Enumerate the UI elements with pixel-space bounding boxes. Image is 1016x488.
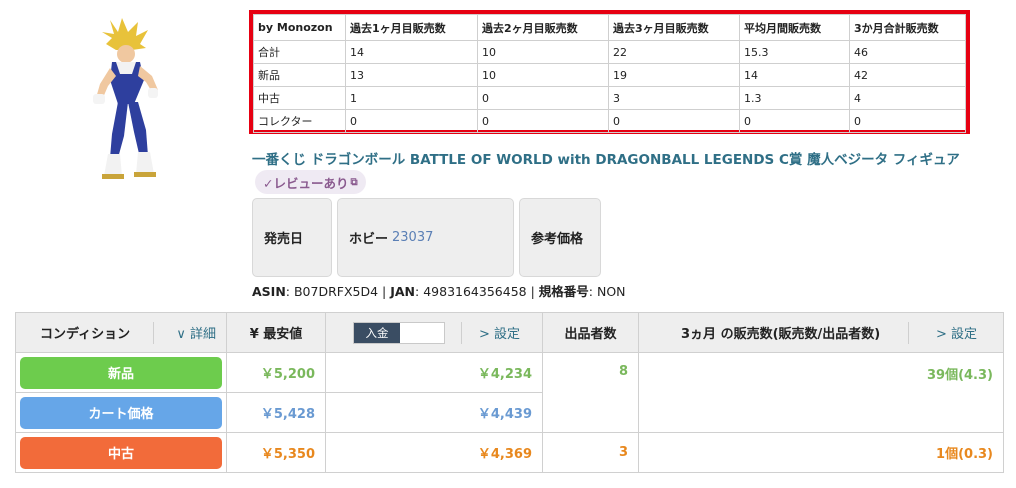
table-cell: 46 xyxy=(849,40,966,64)
table-cell: 1 xyxy=(345,86,478,110)
condition-cell: 新品 xyxy=(15,352,227,393)
table-cell: 0 xyxy=(608,109,740,133)
used-condition-button[interactable]: 中古 xyxy=(20,436,222,469)
new-deposit-price: ￥4,234 xyxy=(325,352,543,393)
model-label: 規格番号 xyxy=(538,284,589,299)
used-deposit-price: ￥4,369 xyxy=(325,432,543,473)
condition-cell: カート価格 xyxy=(15,392,227,433)
table-cell: 中古 xyxy=(253,86,346,110)
sales-3m-header: 3ヵ月 の販売数(販売数/出品者数) > 設定 xyxy=(638,312,1004,353)
table-cell: 14 xyxy=(345,40,478,64)
table-cell: 4 xyxy=(849,86,966,110)
new-sales-count: 39個(4.3) xyxy=(638,352,1004,433)
table-cell: コレクター xyxy=(253,109,346,133)
offer-row-used: 中古 ￥5,350 ￥4,369 3 1個(0.3) xyxy=(15,432,1004,473)
condition-header-label: コンディション xyxy=(40,327,131,342)
lowest-price-header: ¥ 最安値 xyxy=(226,312,326,353)
review-badge-link[interactable]: ✓レビューあり ⧉ xyxy=(255,170,366,194)
table-cell: 1.3 xyxy=(739,86,850,110)
sales-header-month1: 過去1ヶ月目販売数 xyxy=(345,14,478,41)
sales-header-total: 3か月合計販売数 xyxy=(849,14,966,41)
sellers-header: 出品者数 xyxy=(542,312,639,353)
deposit-header: 入金 > 設定 xyxy=(325,312,543,353)
offers-header-row: コンディション ∨ 詳細 ¥ 最安値 入金 > 設定 出品者数 3ヵ月 の販 xyxy=(15,312,1004,353)
new-sellers-count: 8 xyxy=(542,352,639,433)
used-sales-count: 1個(0.3) xyxy=(638,432,1004,473)
table-cell: 0 xyxy=(477,109,609,133)
table-cell: 0 xyxy=(477,86,609,110)
new-lowest-price: ￥5,200 xyxy=(226,352,326,393)
asin-value: B07DRFX5D4 xyxy=(293,284,379,299)
table-cell: 19 xyxy=(608,63,740,87)
table-cell: 0 xyxy=(739,109,850,133)
table-cell: 10 xyxy=(477,40,609,64)
used-lowest-price: ￥5,350 xyxy=(226,432,326,473)
asin-label: ASIN xyxy=(252,284,286,299)
product-image xyxy=(88,18,168,183)
review-badge-label: ✓レビューあり xyxy=(263,175,349,191)
detail-link[interactable]: ∨ 詳細 xyxy=(176,327,216,342)
sales-settings-link[interactable]: > 設定 xyxy=(935,327,977,342)
cart-lowest-price: ￥5,428 xyxy=(226,392,326,433)
sales-row-collector: コレクター 0 0 0 0 0 xyxy=(253,109,966,133)
release-date-label: 発売日 xyxy=(264,232,304,247)
offer-row-new: 新品 ￥5,200 ￥4,234 8 39個(4.3) xyxy=(15,352,1004,433)
table-cell: 3 xyxy=(608,86,740,110)
external-link-icon: ⧉ xyxy=(350,176,358,188)
deposit-settings-link[interactable]: > 設定 xyxy=(478,327,520,342)
new-condition-button[interactable]: 新品 xyxy=(20,356,222,389)
sales-summary-table: by Monozon 過去1ヶ月目販売数 過去2ヶ月目販売数 過去3ヶ月目販売数… xyxy=(253,14,966,133)
product-identifiers: ASIN: B07DRFX5D4 | JAN: 4983164356458 | … xyxy=(252,284,626,299)
sales-header-average: 平均月間販売数 xyxy=(739,14,850,41)
sales-header-month2: 過去2ヶ月目販売数 xyxy=(477,14,609,41)
table-cell: 0 xyxy=(849,109,966,133)
category-rank: 23037 xyxy=(392,230,434,245)
jan-label: JAN xyxy=(390,284,416,299)
sales-header-source: by Monozon xyxy=(253,14,346,41)
reference-price-box: 参考価格 xyxy=(519,198,601,277)
table-cell: 13 xyxy=(345,63,478,87)
sales-header-month3: 過去3ヶ月目販売数 xyxy=(608,14,740,41)
table-cell: 15.3 xyxy=(739,40,850,64)
table-cell: 42 xyxy=(849,63,966,87)
table-cell: 10 xyxy=(477,63,609,87)
ranking-box: ホビー 23037 xyxy=(337,198,514,277)
header-divider xyxy=(152,321,154,344)
reference-price-label: 参考価格 xyxy=(531,232,584,247)
condition-cell: 中古 xyxy=(15,432,227,473)
table-cell: 22 xyxy=(608,40,740,64)
header-divider xyxy=(461,321,463,344)
deposit-toggle-label: 入金 xyxy=(354,322,400,343)
used-sellers-count: 3 xyxy=(542,432,639,473)
table-cell: 0 xyxy=(345,109,478,133)
sales-header-row: by Monozon 過去1ヶ月目販売数 過去2ヶ月目販売数 過去3ヶ月目販売数… xyxy=(253,14,966,41)
sales-3m-header-label: 3ヵ月 の販売数(販売数/出品者数) xyxy=(681,327,881,342)
table-cell: 新品 xyxy=(253,63,346,87)
product-title-link[interactable]: 一番くじ ドラゴンボール BATTLE OF WORLD with DRAGON… xyxy=(252,152,960,168)
header-divider xyxy=(907,321,909,344)
table-cell: 14 xyxy=(739,63,850,87)
sales-row-total: 合計 14 10 22 15.3 46 xyxy=(253,40,966,64)
model-value: NON xyxy=(596,284,626,299)
condition-header: コンディション ∨ 詳細 xyxy=(15,312,227,353)
jan-value: 4983164356458 xyxy=(423,284,527,299)
release-date-box: 発売日 xyxy=(252,198,332,277)
cart-deposit-price: ￥4,439 xyxy=(325,392,543,433)
table-cell: 合計 xyxy=(253,40,346,64)
offers-table: コンディション ∨ 詳細 ¥ 最安値 入金 > 設定 出品者数 3ヵ月 の販 xyxy=(15,312,1004,473)
sales-row-used: 中古 1 0 3 1.3 4 xyxy=(253,86,966,110)
cart-price-button[interactable]: カート価格 xyxy=(20,396,222,429)
category-label: ホビー xyxy=(349,232,389,247)
sales-summary-box: by Monozon 過去1ヶ月目販売数 過去2ヶ月目販売数 過去3ヶ月目販売数… xyxy=(249,10,970,134)
sales-row-new: 新品 13 10 19 14 42 xyxy=(253,63,966,87)
deposit-toggle[interactable]: 入金 xyxy=(353,321,445,344)
